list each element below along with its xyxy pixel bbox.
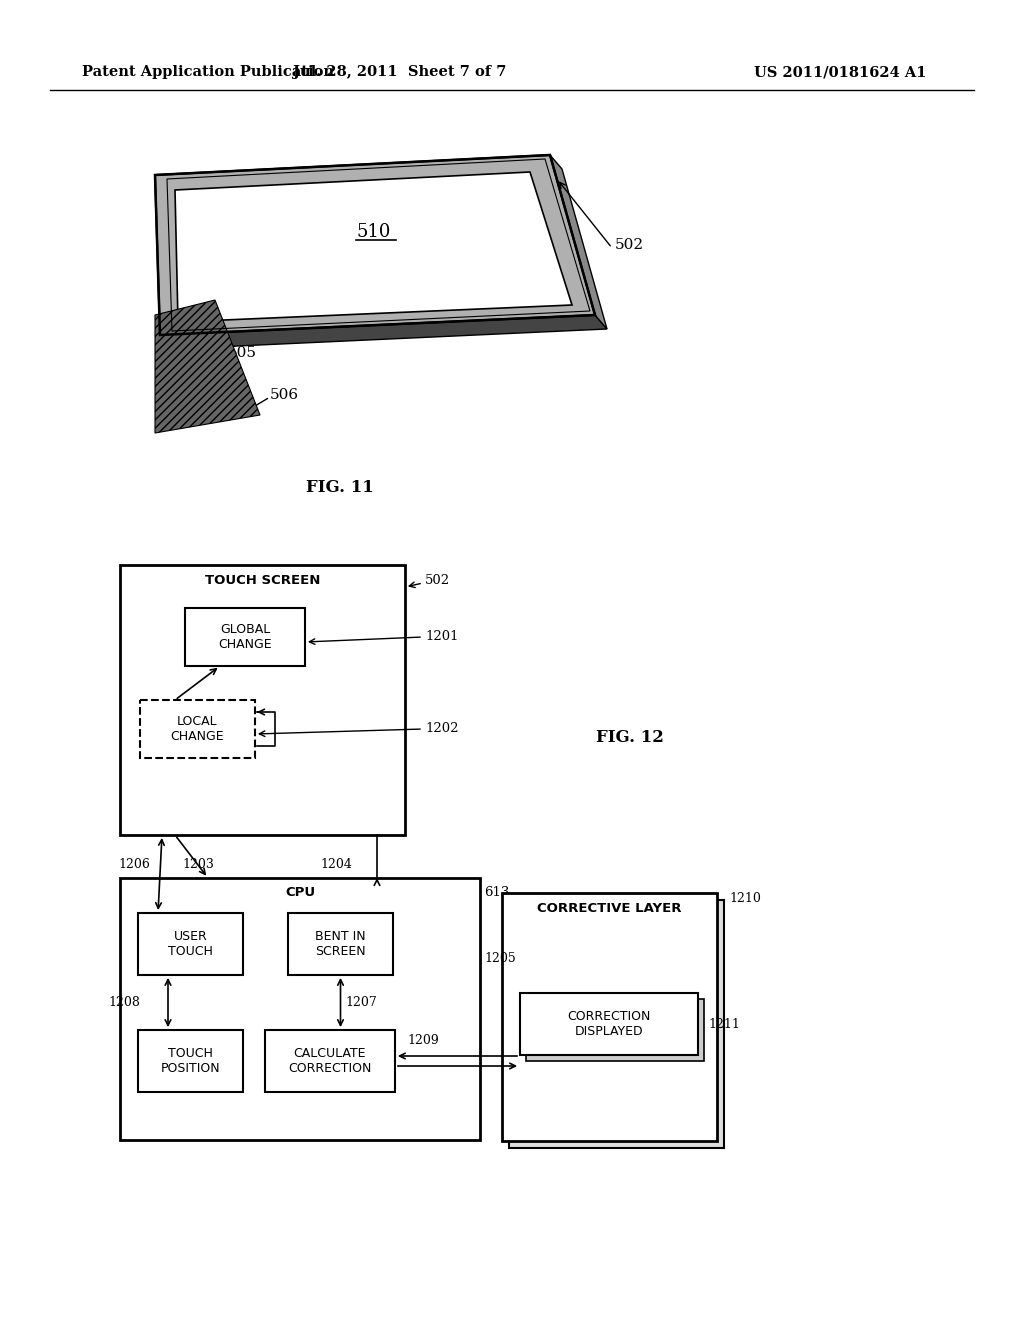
Bar [288,913,393,975]
Text: 1206: 1206 [118,858,150,870]
Text: TOUCH
POSITION: TOUCH POSITION [161,1047,220,1074]
Text: LOCAL
CHANGE: LOCAL CHANGE [171,715,224,743]
Text: 1208: 1208 [108,997,140,1008]
Bar [138,1030,243,1092]
Bar [120,565,406,836]
Text: FIG. 12: FIG. 12 [596,730,664,747]
Text: 1203: 1203 [182,858,214,870]
Bar [138,913,243,975]
Text: 1202: 1202 [425,722,459,735]
Text: CALCULATE
CORRECTION: CALCULATE CORRECTION [289,1047,372,1074]
Text: CORRECTIVE LAYER: CORRECTIVE LAYER [538,903,682,916]
Polygon shape [175,172,572,322]
Text: CORRECTION
DISPLAYED: CORRECTION DISPLAYED [567,1010,650,1038]
Bar [140,700,255,758]
Text: 1209: 1209 [407,1035,438,1048]
Text: Patent Application Publication: Patent Application Publication [82,65,334,79]
Bar [526,999,705,1061]
Text: 505: 505 [228,346,257,360]
Polygon shape [550,154,607,329]
Bar [185,609,305,667]
Bar [509,900,724,1148]
Text: 1204: 1204 [319,858,352,870]
Text: Jul. 28, 2011  Sheet 7 of 7: Jul. 28, 2011 Sheet 7 of 7 [293,65,507,79]
Polygon shape [155,154,595,335]
Bar [265,1030,395,1092]
Bar [520,993,698,1055]
Text: 1205: 1205 [484,952,516,965]
Text: 502: 502 [615,238,644,252]
Polygon shape [160,315,607,348]
Text: CPU: CPU [285,886,315,899]
Text: USER
TOUCH: USER TOUCH [168,931,213,958]
Polygon shape [155,300,260,433]
Text: 1201: 1201 [425,631,459,644]
Text: TOUCH SCREEN: TOUCH SCREEN [205,574,321,587]
Text: 506: 506 [270,388,299,403]
Text: 1207: 1207 [345,997,377,1008]
Text: 1211: 1211 [708,1018,740,1031]
Bar [502,894,717,1140]
Text: 1210: 1210 [729,891,761,904]
Text: 502: 502 [425,574,451,587]
Bar [120,878,480,1140]
Text: FIG. 11: FIG. 11 [306,479,374,495]
Text: BENT IN
SCREEN: BENT IN SCREEN [315,931,366,958]
Text: 510: 510 [356,223,391,242]
Text: GLOBAL
CHANGE: GLOBAL CHANGE [218,623,271,651]
Text: US 2011/0181624 A1: US 2011/0181624 A1 [754,65,927,79]
Text: 613: 613 [484,886,509,899]
